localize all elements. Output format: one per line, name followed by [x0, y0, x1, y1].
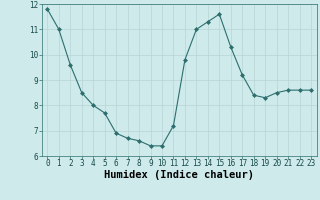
X-axis label: Humidex (Indice chaleur): Humidex (Indice chaleur): [104, 170, 254, 180]
